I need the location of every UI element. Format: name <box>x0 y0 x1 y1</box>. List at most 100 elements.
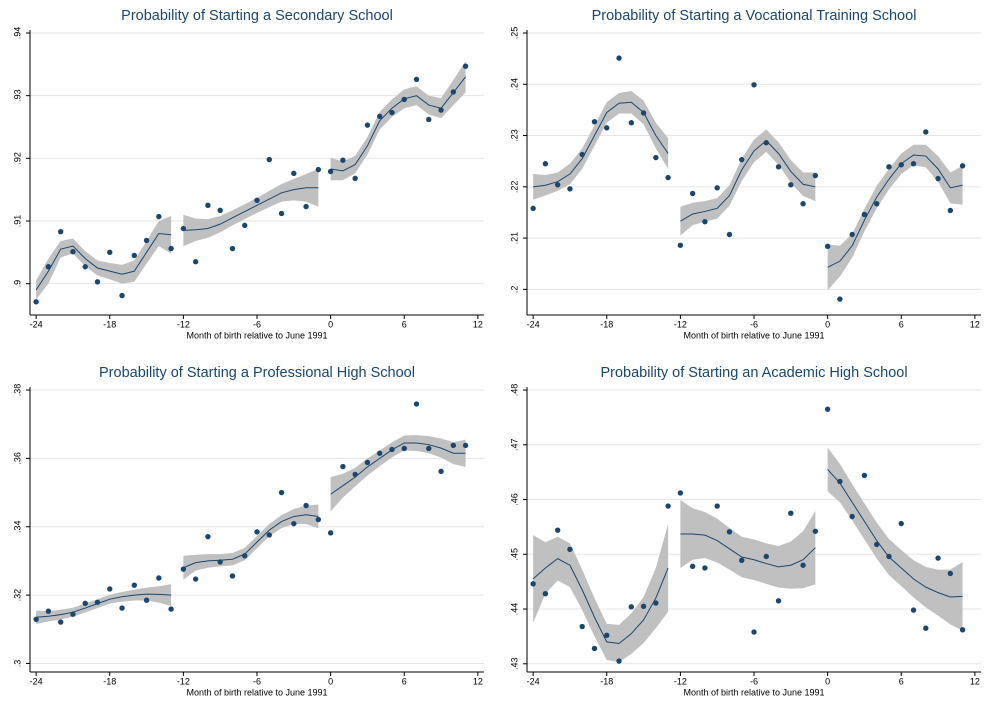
data-point <box>278 210 285 217</box>
data-point <box>788 510 794 516</box>
y-tick-label: .94 <box>12 27 22 40</box>
data-point <box>923 625 929 631</box>
data-point <box>837 478 843 485</box>
data-point <box>947 570 954 577</box>
data-point <box>291 170 297 177</box>
x-tick-label: -24 <box>30 676 43 686</box>
data-point <box>303 203 309 210</box>
data-point <box>168 245 174 252</box>
x-tick-label: 6 <box>899 676 904 686</box>
data-point <box>861 472 868 479</box>
data-point <box>812 528 819 534</box>
data-point <box>266 156 272 163</box>
data-point <box>800 562 806 568</box>
data-point <box>726 529 733 535</box>
data-point <box>242 553 248 559</box>
x-axis-label: Month of birth relative to June 1991 <box>683 330 824 340</box>
data-point <box>567 186 573 192</box>
data-point <box>45 264 52 270</box>
x-tick-label: 12 <box>473 676 483 686</box>
fit-line <box>532 469 963 645</box>
data-point <box>401 96 407 103</box>
data-point <box>229 245 236 252</box>
data-point <box>266 532 272 538</box>
x-tick-label: -18 <box>103 676 116 686</box>
y-tick-label: .22 <box>509 181 519 194</box>
chart-title: Probability of Starting a Professional H… <box>99 365 415 381</box>
x-tick-label: 0 <box>825 319 830 329</box>
data-point <box>205 533 211 540</box>
confidence-band <box>36 215 172 300</box>
x-tick-label: 12 <box>473 319 483 329</box>
data-point <box>739 557 745 563</box>
data-point <box>462 442 469 449</box>
data-point <box>665 503 671 509</box>
x-tick-label: 0 <box>328 319 333 329</box>
data-point <box>315 166 322 173</box>
data-point <box>168 606 174 612</box>
y-tick-label: .36 <box>12 452 22 465</box>
y-tick-label: .24 <box>509 78 519 91</box>
x-tick-label: 6 <box>899 319 904 329</box>
x-tick-label: 0 <box>328 676 333 686</box>
confidence-band <box>533 90 669 200</box>
y-tick-label: .91 <box>12 215 22 228</box>
data-point <box>763 553 769 560</box>
y-tick-label: .23 <box>509 129 519 142</box>
data-point <box>291 520 297 527</box>
data-point <box>653 600 659 606</box>
data-point <box>70 611 76 617</box>
data-point <box>898 162 904 168</box>
data-point <box>352 175 358 182</box>
y-tick-label: .3 <box>12 660 22 668</box>
data-point <box>327 530 334 536</box>
data-point <box>57 228 64 235</box>
data-point <box>579 151 585 158</box>
x-tick-label: -12 <box>674 676 687 686</box>
data-point <box>180 566 187 572</box>
data-point <box>450 89 457 95</box>
data-point <box>800 201 806 207</box>
data-point <box>677 490 684 496</box>
data-point <box>229 573 236 579</box>
confidence-band <box>183 504 319 580</box>
data-point <box>886 553 892 560</box>
data-point <box>33 616 39 623</box>
data-point <box>156 213 162 220</box>
data-point <box>143 597 150 603</box>
x-axis-label: Month of birth relative to June 1991 <box>186 330 327 340</box>
y-tick-label: .21 <box>509 232 519 245</box>
data-point <box>616 658 622 664</box>
data-point <box>542 590 549 597</box>
data-point <box>640 110 647 116</box>
y-tick-label: .34 <box>12 520 22 533</box>
x-tick-label: -18 <box>600 676 613 686</box>
data-point <box>542 161 549 167</box>
data-point <box>579 623 585 630</box>
data-point <box>180 225 187 232</box>
data-point <box>640 603 647 609</box>
x-tick-label: -6 <box>750 676 758 686</box>
confidence-band <box>183 168 319 247</box>
x-tick-label: 0 <box>825 676 830 686</box>
data-point <box>689 190 696 197</box>
fit-line <box>533 101 963 268</box>
data-point <box>910 607 917 613</box>
data-point <box>413 76 420 83</box>
y-tick-label: .9 <box>12 280 22 288</box>
data-point <box>242 222 248 229</box>
data-point <box>352 471 358 478</box>
data-point <box>591 645 598 652</box>
data-point <box>57 619 64 625</box>
data-point <box>389 109 395 116</box>
data-point <box>131 252 137 259</box>
x-tick-label: 12 <box>970 676 980 686</box>
data-point <box>303 502 309 509</box>
panel: Probability of Starting an Academic High… <box>509 365 981 697</box>
data-point <box>426 116 432 123</box>
data-point <box>775 598 782 604</box>
chart-title: Probability of Starting an Academic High… <box>600 365 907 381</box>
x-tick-label: -6 <box>253 319 261 329</box>
data-point <box>591 119 598 125</box>
